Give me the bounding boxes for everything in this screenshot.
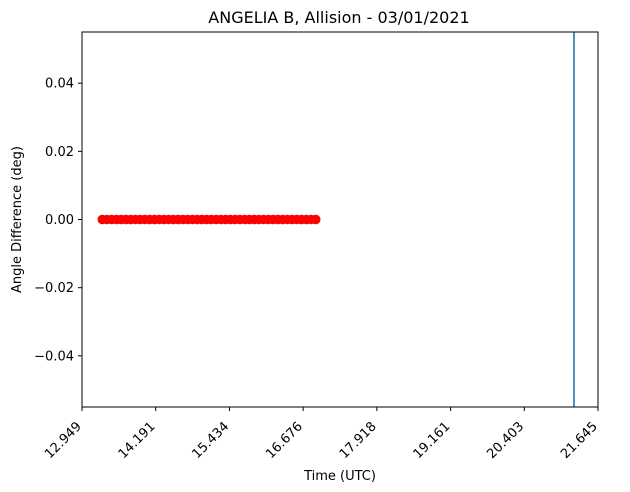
y-tick-label: −0.02 [34,281,74,296]
data-point [311,214,321,225]
plot-area [81,31,599,408]
series-layer [97,214,321,225]
y-tick-label: 0.00 [45,213,74,228]
x-axis-label: Time (UTC) [303,469,376,484]
y-tick-label: −0.04 [34,349,74,364]
y-tick-label: 0.02 [45,145,74,160]
chart-title: ANGELIA B, Allision - 03/01/2021 [208,8,469,27]
y-axis-label: Angle Difference (deg) [10,146,25,293]
y-tick-label: 0.04 [45,77,74,92]
y-axis: 0.04 0.02 0.00 −0.02 −0.04 [34,77,82,364]
